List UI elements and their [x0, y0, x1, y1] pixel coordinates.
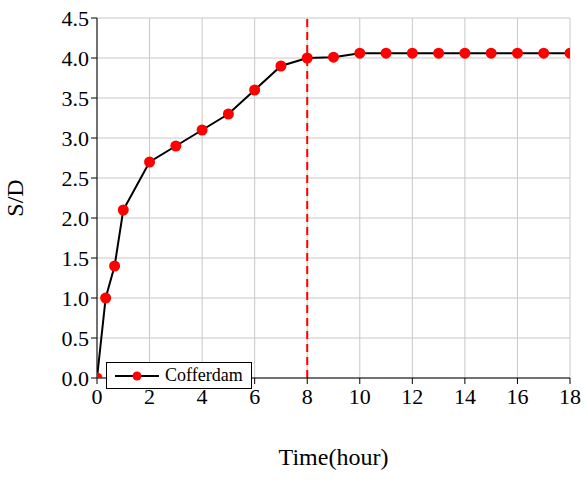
- svg-text:14: 14: [454, 384, 476, 409]
- svg-text:4.0: 4.0: [62, 46, 90, 71]
- svg-text:S/D: S/D: [2, 179, 28, 216]
- svg-text:8: 8: [302, 384, 313, 409]
- svg-text:Time(hour): Time(hour): [279, 444, 389, 470]
- svg-text:4: 4: [197, 384, 208, 409]
- svg-text:0.0: 0.0: [62, 366, 90, 391]
- svg-text:6: 6: [249, 384, 260, 409]
- svg-text:12: 12: [401, 384, 423, 409]
- svg-text:1.5: 1.5: [62, 246, 90, 271]
- svg-text:2.0: 2.0: [62, 206, 90, 231]
- html-text:Cofferdam: Cofferdam: [165, 365, 243, 385]
- svg-text:3.5: 3.5: [62, 86, 90, 111]
- svg-text:18: 18: [559, 384, 581, 409]
- svg-text:2.5: 2.5: [62, 166, 90, 191]
- svg-text:0: 0: [92, 384, 103, 409]
- svg-text:3.0: 3.0: [62, 126, 90, 151]
- svg-text:2: 2: [144, 384, 155, 409]
- svg-text:10: 10: [349, 384, 371, 409]
- svg-text:1.0: 1.0: [62, 286, 90, 311]
- svg-text:0.5: 0.5: [62, 326, 90, 351]
- svg-text:16: 16: [506, 384, 528, 409]
- svg-text:4.5: 4.5: [62, 6, 90, 31]
